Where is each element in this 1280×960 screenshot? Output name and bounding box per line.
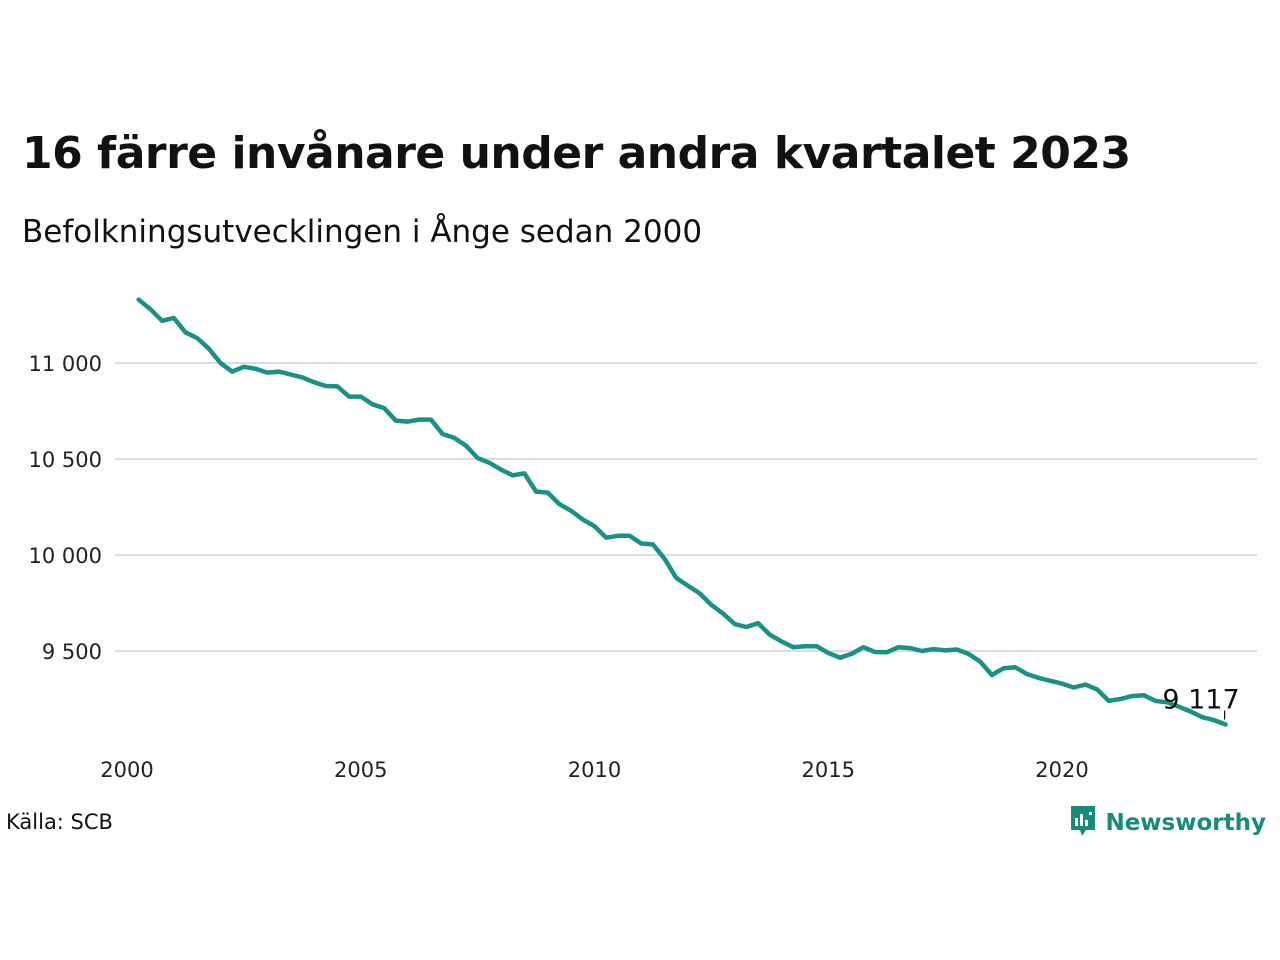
end-value-label: 9 117	[1162, 685, 1239, 716]
y-axis-ticks: 9 500 10 000 10 500 11 000	[29, 352, 102, 664]
y-tick-label: 10 500	[29, 448, 102, 472]
newsworthy-logo-icon	[1069, 804, 1097, 842]
chart-subtitle: Befolkningsutvecklingen i Ånge sedan 200…	[22, 214, 703, 250]
x-tick-label: 2000	[100, 758, 153, 782]
x-axis-ticks: 2000 2005 2010 2015 2020	[100, 758, 1088, 782]
chart-title: 16 färre invånare under andra kvartalet …	[22, 128, 1131, 179]
brand-logo: Newsworthy	[1069, 804, 1266, 842]
y-tick-label: 9 500	[42, 640, 102, 664]
x-tick-label: 2015	[802, 758, 855, 782]
x-tick-label: 2010	[568, 758, 621, 782]
x-tick-label: 2005	[334, 758, 387, 782]
brand-name: Newsworthy	[1105, 810, 1266, 836]
y-tick-label: 11 000	[29, 352, 102, 376]
x-tick-label: 2020	[1035, 758, 1088, 782]
y-tick-label: 10 000	[29, 544, 102, 568]
population-line	[136, 297, 1228, 727]
gridlines	[115, 362, 1257, 652]
source-note: Källa: SCB	[6, 810, 113, 834]
